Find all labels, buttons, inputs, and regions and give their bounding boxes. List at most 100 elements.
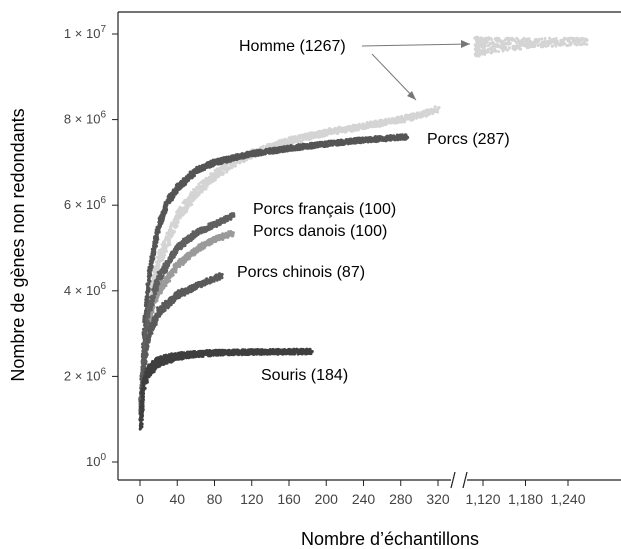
series-layer <box>138 35 589 431</box>
data-point <box>291 140 295 144</box>
data-point <box>312 132 316 136</box>
data-point <box>233 161 237 165</box>
data-point <box>159 249 163 252</box>
data-point <box>277 139 281 143</box>
data-point <box>181 211 185 215</box>
data-point <box>571 36 574 40</box>
data-point <box>488 37 492 41</box>
data-point <box>554 37 558 40</box>
data-point <box>154 267 158 271</box>
data-point <box>162 255 166 259</box>
data-point <box>189 191 193 194</box>
data-point <box>185 205 189 209</box>
data-point <box>148 279 152 283</box>
data-point <box>152 295 156 298</box>
data-point <box>489 51 493 55</box>
data-point <box>175 224 179 228</box>
data-point <box>165 249 169 253</box>
data-point <box>412 117 416 121</box>
data-point <box>585 37 589 41</box>
data-point <box>157 267 161 271</box>
data-point <box>168 238 171 242</box>
data-point <box>213 178 217 182</box>
data-point <box>147 311 151 315</box>
data-point <box>163 253 167 257</box>
data-point <box>400 120 404 124</box>
data-point <box>548 36 552 40</box>
data-point <box>527 37 531 41</box>
data-point <box>156 280 160 284</box>
data-point <box>483 45 487 48</box>
data-point <box>149 268 153 272</box>
data-point <box>221 171 225 175</box>
data-point <box>197 182 201 186</box>
data-point <box>387 117 391 121</box>
data-point <box>176 219 180 223</box>
data-point <box>249 156 253 160</box>
data-point <box>374 119 378 123</box>
data-point <box>543 37 547 40</box>
data-point <box>211 177 215 181</box>
data-point <box>569 43 573 46</box>
data-point <box>491 40 495 44</box>
data-point <box>433 105 437 109</box>
data-point <box>242 160 246 164</box>
data-point <box>182 206 186 210</box>
data-point <box>350 129 354 133</box>
data-point <box>143 339 147 343</box>
data-point <box>200 189 204 193</box>
data-point <box>404 134 408 137</box>
data-point <box>156 232 159 236</box>
data-point <box>543 40 547 44</box>
data-point <box>486 50 490 54</box>
data-point <box>161 274 165 278</box>
data-point <box>565 44 569 47</box>
data-point <box>150 261 154 265</box>
data-point <box>403 120 407 124</box>
data-point <box>507 46 511 50</box>
data-point <box>404 117 408 121</box>
data-point <box>520 38 524 42</box>
data-point <box>504 46 508 49</box>
data-point <box>146 283 150 287</box>
data-point <box>540 37 544 41</box>
data-point <box>153 251 157 255</box>
data-point <box>435 109 439 113</box>
data-point <box>422 113 426 117</box>
data-point <box>393 121 397 125</box>
data-point <box>198 245 202 249</box>
data-point <box>164 282 168 286</box>
data-point <box>193 194 197 198</box>
data-point <box>533 44 537 48</box>
data-point <box>172 229 176 233</box>
data-point <box>158 224 161 228</box>
data-point <box>391 119 395 123</box>
data-point <box>204 187 208 191</box>
data-point <box>187 177 191 181</box>
data-point <box>146 319 150 323</box>
data-point <box>585 42 589 46</box>
data-point <box>494 49 498 53</box>
data-point <box>309 137 313 141</box>
data-point <box>290 135 294 139</box>
data-point <box>145 315 149 319</box>
data-point <box>157 263 161 267</box>
data-point <box>356 128 360 132</box>
data-point <box>231 231 235 235</box>
data-point <box>537 38 541 42</box>
data-point <box>178 216 182 220</box>
data-point <box>150 265 154 269</box>
data-point <box>148 305 152 309</box>
data-point <box>497 50 501 53</box>
data-point <box>360 123 364 127</box>
data-point <box>201 182 205 185</box>
data-point <box>437 106 441 109</box>
data-point <box>151 303 155 307</box>
data-point <box>508 41 512 45</box>
data-point <box>551 44 554 48</box>
data-point <box>216 173 220 177</box>
data-point <box>322 131 326 135</box>
data-point <box>554 44 558 48</box>
data-point <box>168 279 172 283</box>
